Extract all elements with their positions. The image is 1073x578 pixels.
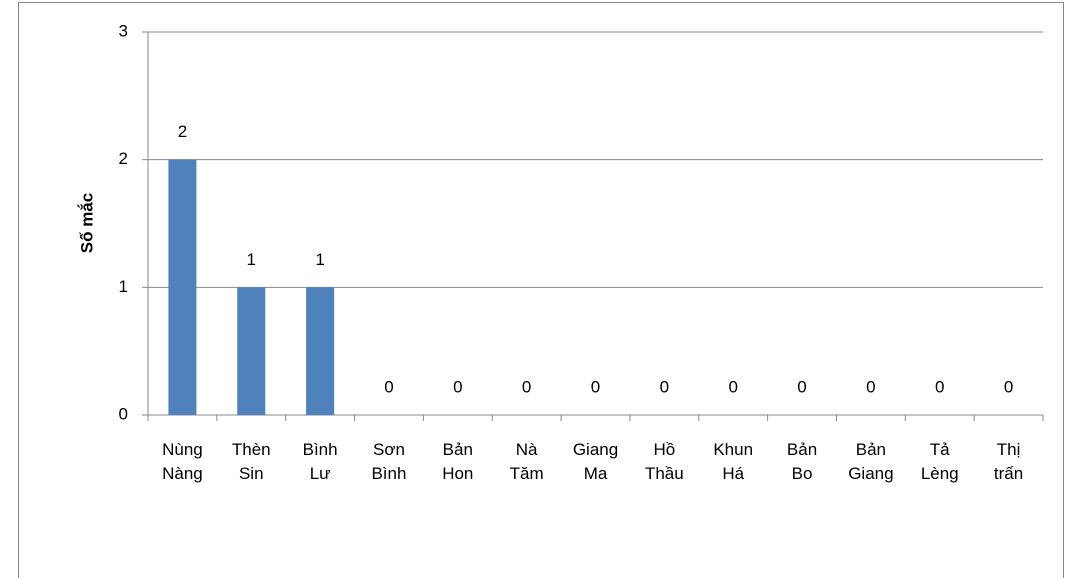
y-axis-title: Số mắc: [77, 193, 96, 253]
x-tick-label: Bình Lư: [303, 440, 338, 483]
x-tick-label: Khun Há: [713, 440, 753, 483]
value-label: 0: [797, 377, 806, 396]
value-label: 0: [866, 377, 875, 396]
x-tick-label: Thèn Sin: [232, 440, 271, 483]
value-label: 1: [247, 250, 256, 269]
bar: [168, 159, 197, 415]
value-label: 0: [935, 377, 944, 396]
y-tick-label: 0: [119, 404, 128, 423]
value-label: 1: [315, 250, 324, 269]
x-tick-label: Tả Lèng: [921, 440, 959, 483]
x-tick-label: Giang Ma: [573, 440, 618, 483]
value-label: 0: [1004, 377, 1013, 396]
value-label: 0: [591, 377, 600, 396]
y-tick-label: 1: [119, 277, 128, 296]
y-tick-label: 3: [119, 21, 128, 40]
value-label: 0: [728, 377, 737, 396]
y-tick-label: 2: [119, 149, 128, 168]
bar: [306, 287, 335, 415]
value-label: 0: [522, 377, 531, 396]
value-label: 0: [660, 377, 669, 396]
x-tick-label: Hồ Thầu: [645, 440, 684, 483]
x-tick-label: Sơn Bình: [371, 440, 406, 483]
x-tick-label: Thị trấn: [994, 440, 1023, 483]
bar: [237, 287, 266, 415]
value-label: 2: [178, 122, 187, 141]
chart-frame: [18, 2, 1064, 578]
x-tick-label: Nà Tăm: [510, 440, 544, 483]
x-tick-label: Bản Hon: [442, 440, 473, 483]
x-tick-label: Nùng Nàng: [162, 440, 203, 483]
x-tick-label: Bản Bo: [787, 440, 817, 483]
x-tick-label: Bản Giang: [848, 440, 893, 483]
value-label: 0: [384, 377, 393, 396]
value-label: 0: [453, 377, 462, 396]
